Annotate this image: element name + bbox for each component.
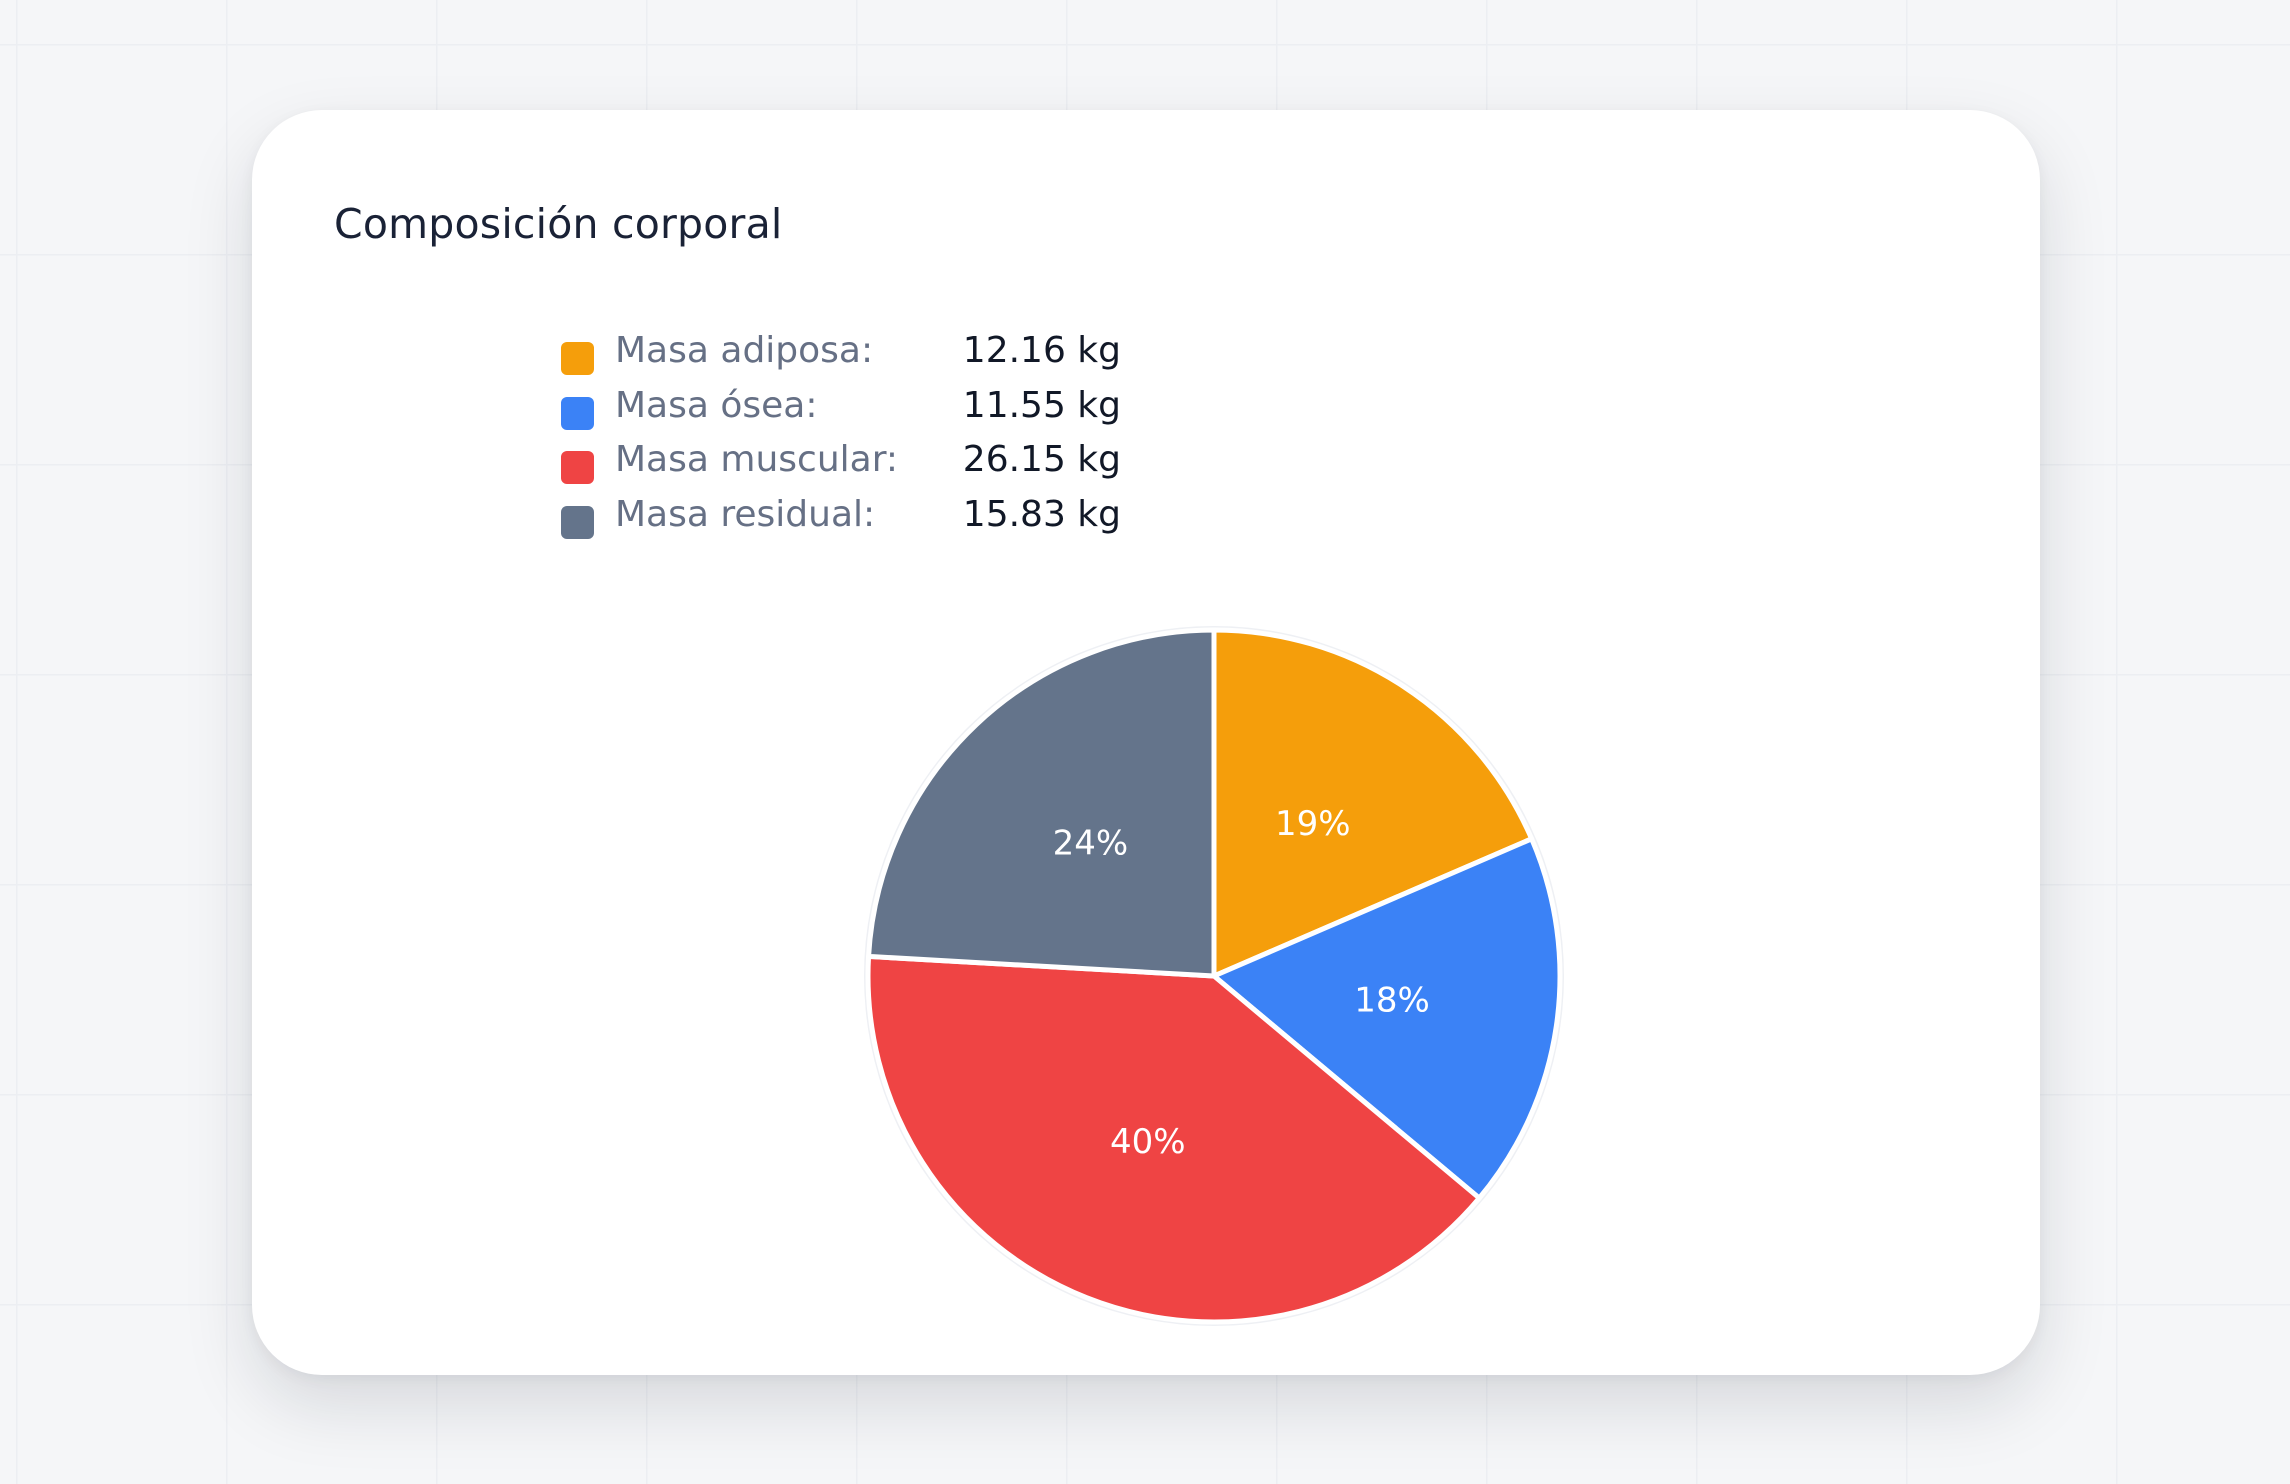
pie-slice-label: 24% bbox=[1053, 824, 1129, 864]
legend-label: Masa muscular: bbox=[615, 439, 898, 480]
pie-slice-masa-muscular[interactable] bbox=[865, 953, 1482, 1325]
pie-slice-label: 40% bbox=[1110, 1122, 1186, 1162]
chart-legend: Masa adiposa: 12.16 kg Masa ósea: 11.55 … bbox=[561, 328, 1121, 546]
pie-slice-label: 19% bbox=[1275, 804, 1351, 844]
legend-label: Masa adiposa: bbox=[615, 330, 874, 371]
chart-card: Composición corporal Masa adiposa: 12.16… bbox=[252, 110, 2040, 1375]
legend-value: 11.55 kg bbox=[962, 384, 1121, 426]
pie-slice-masa-osea[interactable] bbox=[1211, 836, 1563, 1201]
pie-slice-label: 18% bbox=[1354, 980, 1430, 1020]
pie-chart: 19% 18% 40% 24% bbox=[864, 626, 1564, 1326]
legend-swatch bbox=[561, 451, 594, 484]
legend-item-residual[interactable]: Masa residual: 15.83 kg bbox=[561, 492, 1121, 547]
legend-item-muscular[interactable]: Masa muscular: 26.15 kg bbox=[561, 437, 1121, 492]
legend-label: Masa residual: bbox=[615, 493, 876, 535]
legend-swatch bbox=[561, 505, 594, 539]
legend-item-osea[interactable]: Masa ósea: 11.55 kg bbox=[561, 383, 1121, 438]
legend-value: 15.83 kg bbox=[962, 493, 1121, 535]
pie-slice-masa-residual[interactable] bbox=[866, 627, 1217, 979]
legend-label: Masa ósea: bbox=[615, 384, 818, 426]
legend-value: 12.16 kg bbox=[962, 330, 1121, 371]
legend-swatch bbox=[561, 342, 594, 375]
legend-value: 26.15 kg bbox=[962, 439, 1121, 480]
legend-swatch bbox=[561, 396, 594, 430]
pie-slice-masa-adiposa[interactable] bbox=[1211, 627, 1535, 979]
legend-item-adiposa[interactable]: Masa adiposa: 12.16 kg bbox=[561, 328, 1121, 383]
chart-title: Composición corporal bbox=[334, 200, 783, 248]
